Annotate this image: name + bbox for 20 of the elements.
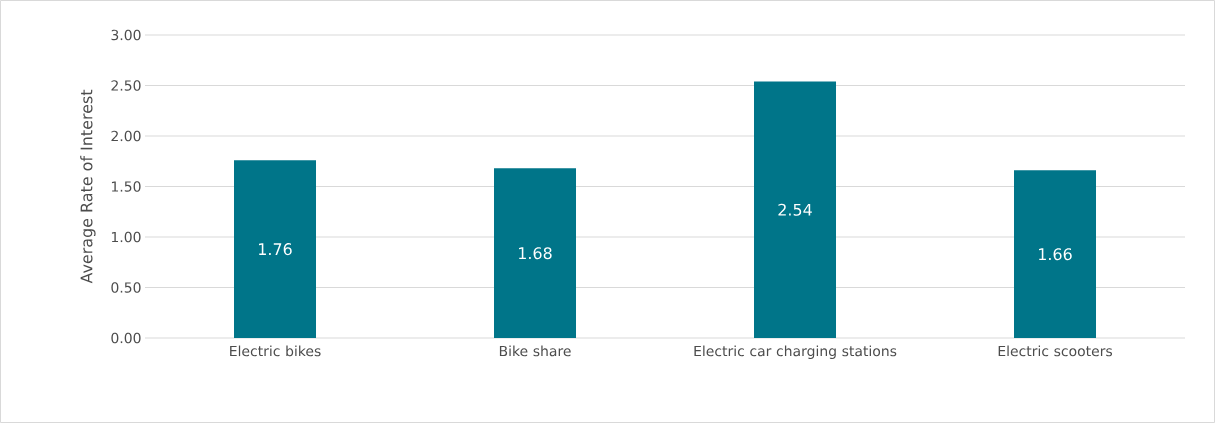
- y-axis-title: Average Rate of Interest: [80, 89, 96, 284]
- y-tick-label: 0.00: [111, 332, 141, 344]
- y-tick-label: 2.50: [111, 80, 141, 91]
- data-label: 1.76: [259, 243, 292, 256]
- x-tick-label: Electric car charging stations: [694, 345, 897, 360]
- data-label: 1.66: [1039, 248, 1072, 261]
- y-tick-label: 0.50: [111, 282, 141, 293]
- data-label: 1.68: [519, 247, 552, 260]
- bar: [234, 160, 317, 338]
- y-tick-label: 2.00: [111, 130, 141, 142]
- bar: [754, 81, 837, 338]
- x-tick-label: Electric scooters: [998, 345, 1113, 357]
- bar: [1014, 170, 1097, 338]
- y-tick-label: 1.00: [111, 231, 141, 243]
- x-tick-label: Bike share: [499, 345, 571, 357]
- x-tick-label: Electric bikes: [230, 345, 321, 357]
- y-tick-label: 3.00: [111, 29, 141, 41]
- bar: [494, 168, 577, 338]
- data-label: 2.54: [778, 203, 812, 216]
- y-tick-label: 1.50: [111, 181, 141, 192]
